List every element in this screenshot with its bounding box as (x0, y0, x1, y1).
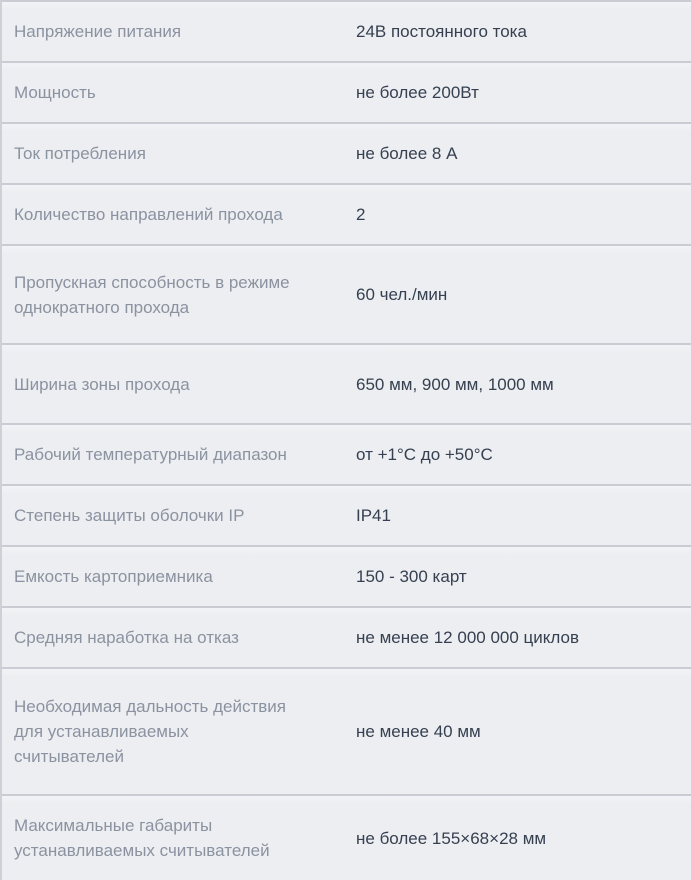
spec-label: Степень защиты оболочки IP (14, 506, 245, 525)
table-row: Степень защиты оболочки IP IP41 (2, 484, 691, 545)
spec-value: 24В постоянного тока (356, 22, 527, 41)
spec-label: Напряжение питания (14, 22, 182, 41)
spec-value: 150 - 300 карт (356, 567, 467, 586)
spec-value: 650 мм, 900 мм, 1000 мм (356, 374, 554, 394)
table-row: Напряжение питания 24В постоянного тока (2, 0, 691, 61)
spec-label: Рабочий температурный диапазон (14, 445, 287, 464)
spec-value: не более 155×68×28 мм (356, 828, 547, 848)
spec-value: IP41 (356, 506, 391, 525)
table-row: Емкость картоприемника 150 - 300 карт (2, 545, 691, 606)
spec-value: 2 (356, 205, 366, 224)
spec-value: не менее 40 мм (356, 722, 481, 741)
spec-label: Необходимая дальность действия для устан… (14, 697, 286, 766)
table-row: Мощность не более 200Вт (2, 61, 691, 122)
spec-value: от +1°С до +50°С (356, 445, 493, 464)
spec-label: Средняя наработка на отказ (14, 628, 239, 647)
spec-label: Максимальные габариты устанавливаемых сч… (14, 816, 270, 860)
table-row: Необходимая дальность действия для устан… (2, 667, 691, 794)
spec-value: не более 200Вт (356, 83, 479, 102)
spec-label: Емкость картоприемника (14, 567, 213, 586)
table-row: Ток потребления не более 8 А (2, 122, 691, 183)
spec-label: Ток потребления (14, 144, 146, 163)
table-row: Ширина зоны прохода 650 мм, 900 мм, 1000… (2, 343, 691, 423)
table-row: Средняя наработка на отказ не менее 12 0… (2, 606, 691, 667)
spec-value: 60 чел./мин (356, 285, 448, 304)
spec-label: Ширина зоны прохода (14, 374, 190, 394)
spec-label: Пропускная способность в режиме однократ… (14, 272, 290, 317)
table-row: Количество направлений прохода 2 (2, 183, 691, 244)
spec-value: не более 8 А (356, 144, 458, 163)
spec-value: не менее 12 000 000 циклов (356, 628, 579, 647)
table-row: Максимальные габариты устанавливаемых сч… (2, 794, 691, 880)
table-row: Пропускная способность в режиме однократ… (2, 244, 691, 343)
table-row: Рабочий температурный диапазон от +1°С д… (2, 423, 691, 484)
spec-label: Мощность (14, 83, 96, 102)
spec-label: Количество направлений прохода (14, 205, 283, 224)
